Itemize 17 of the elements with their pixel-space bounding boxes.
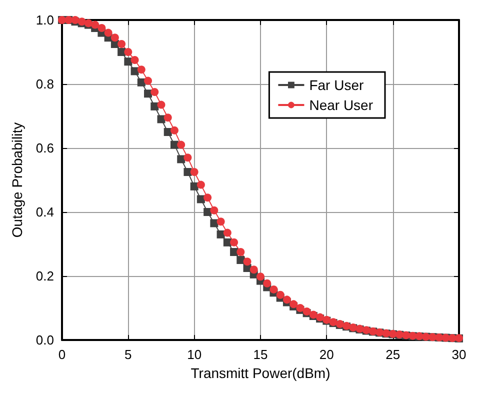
y-tick-label: 0.6 bbox=[36, 140, 54, 156]
x-tick-label: 10 bbox=[187, 347, 202, 362]
y-tick-label: 0.8 bbox=[36, 76, 54, 92]
x-tick-label: 30 bbox=[452, 347, 466, 362]
x-tick-label: 25 bbox=[386, 347, 400, 362]
y-tick-label: 0.0 bbox=[36, 332, 54, 348]
y-axis-title: Outage Probability bbox=[9, 122, 25, 238]
x-axis-title: Transmitt Power(dBm) bbox=[190, 365, 330, 381]
y-tick-label: 0.2 bbox=[36, 268, 54, 284]
x-tick-label: 15 bbox=[253, 347, 268, 362]
legend-label: Far User bbox=[309, 77, 364, 93]
legend-label: Near User bbox=[309, 97, 374, 113]
x-tick-label: 20 bbox=[319, 347, 334, 362]
x-tick-label: 0 bbox=[58, 347, 66, 362]
x-tick-label: 5 bbox=[124, 347, 132, 362]
y-tick-label: 1.0 bbox=[36, 12, 54, 28]
y-tick-label: 0.4 bbox=[36, 204, 54, 220]
